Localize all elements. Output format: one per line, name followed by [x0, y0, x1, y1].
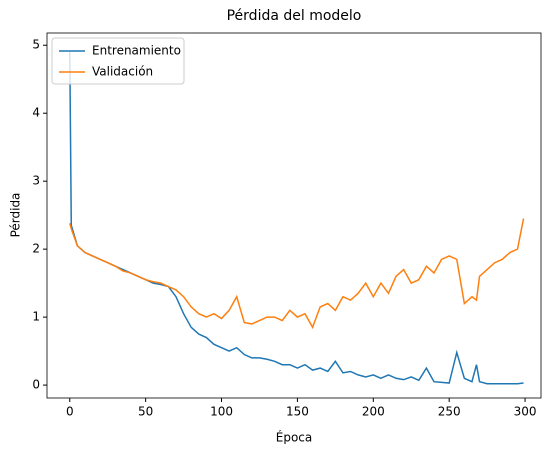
series-line [69, 52, 524, 385]
plot-frame [46, 32, 542, 399]
x-axis-label: Época [276, 430, 313, 445]
x-tick-label: 250 [438, 405, 461, 419]
y-tick-label: 5 [32, 38, 40, 52]
y-axis-label: Pérdida [9, 193, 23, 238]
x-tick-label: 100 [210, 405, 233, 419]
y-tick-label: 2 [32, 242, 40, 256]
x-tick-label: 150 [286, 405, 309, 419]
legend-label: Entrenamiento [92, 44, 181, 58]
series-line [69, 218, 525, 330]
y-tick-label: 0 [32, 378, 40, 392]
legend-label: Validación [92, 65, 153, 79]
y-tick-label: 4 [32, 106, 40, 120]
x-tick-label: 50 [138, 405, 153, 419]
chart-title: Pérdida del modelo [227, 8, 362, 24]
y-tick-label: 1 [32, 310, 40, 324]
x-tick-label: 200 [362, 405, 385, 419]
y-tick-label: 3 [32, 174, 40, 188]
x-tick-label: 0 [66, 405, 74, 419]
x-tick-label: 300 [514, 405, 537, 419]
